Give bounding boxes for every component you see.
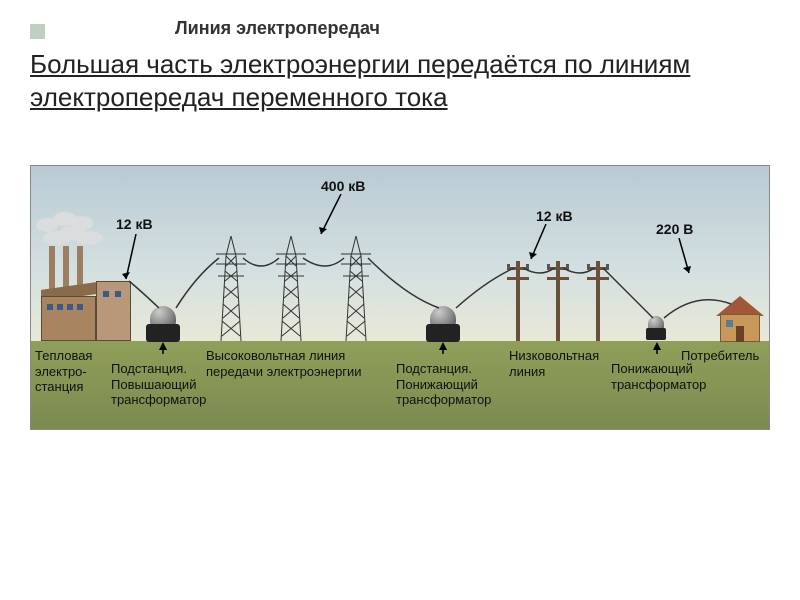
slide-title: Линия электропередач (175, 18, 380, 39)
label-plant: Тепловая электро- станция (35, 348, 92, 395)
arrow-up (159, 342, 167, 354)
intro-text: Большая часть электроэнергии передаётся … (30, 48, 770, 113)
transmission-diagram: 12 кВ 400 кВ 12 кВ 220 В (30, 165, 770, 430)
wire-lines (31, 166, 770, 366)
label-hvline: Высоковольтная линия передачи электроэне… (206, 348, 362, 379)
label-stepup: Подстанция. Повышающий трансформатор (111, 361, 206, 408)
label-consumer: Потребитель (681, 348, 759, 364)
arrow-up (653, 342, 661, 354)
label-lvline: Низковольтная линия (509, 348, 599, 379)
slide-bullet (30, 24, 45, 39)
label-stepdown2: Понижающий трансформатор (611, 361, 706, 392)
label-stepdown1: Подстанция. Понижающий трансформатор (396, 361, 491, 408)
arrow-up (439, 342, 447, 354)
